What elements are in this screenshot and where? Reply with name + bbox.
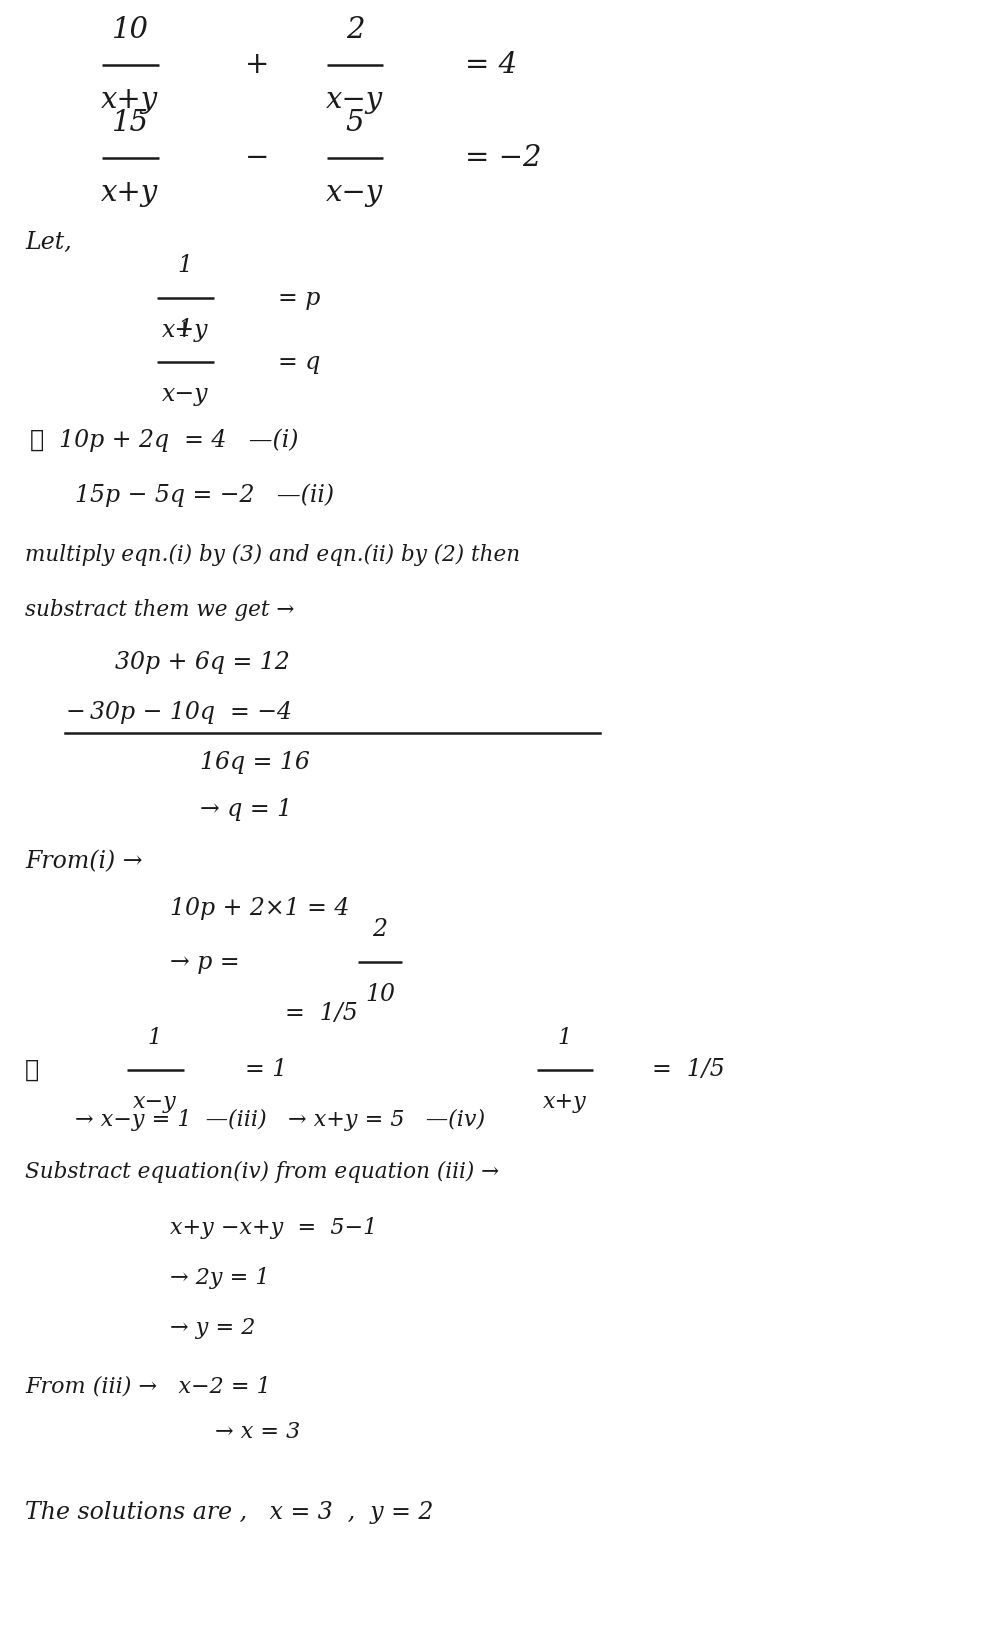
Text: = −2: = −2 (465, 143, 542, 173)
Text: 10p + 2×1 = 4: 10p + 2×1 = 4 (170, 897, 349, 920)
Text: The solutions are ,   x = 3  ,  y = 2: The solutions are , x = 3 , y = 2 (25, 1501, 433, 1524)
Text: x−y: x−y (162, 383, 208, 405)
Text: x+y −x+y  =  5−1: x+y −x+y = 5−1 (170, 1218, 377, 1239)
Text: 1: 1 (178, 317, 192, 340)
Text: 2: 2 (346, 16, 364, 44)
Text: x+y: x+y (101, 86, 159, 114)
Text: = 1: = 1 (245, 1058, 287, 1081)
Text: 15p − 5q = −2   —(ii): 15p − 5q = −2 —(ii) (75, 484, 334, 506)
Text: x−y: x−y (326, 179, 384, 207)
Text: multiply eqn.(i) by (3) and eqn.(ii) by (2) then: multiply eqn.(i) by (3) and eqn.(ii) by … (25, 544, 520, 567)
Text: 16q = 16: 16q = 16 (200, 751, 310, 773)
Text: 10: 10 (112, 16, 148, 44)
Text: =  1/5: = 1/5 (652, 1058, 725, 1081)
Text: =  1/5: = 1/5 (285, 1003, 358, 1026)
Text: x+y: x+y (543, 1091, 587, 1114)
Text: 2: 2 (372, 918, 388, 941)
Text: x−y: x−y (133, 1091, 177, 1114)
Text: 30p − 10q  = −4: 30p − 10q = −4 (90, 702, 292, 724)
Text: → q = 1: → q = 1 (200, 798, 292, 822)
Text: = 4: = 4 (465, 50, 517, 80)
Text: From (iii) →   x−2 = 1: From (iii) → x−2 = 1 (25, 1376, 271, 1397)
Text: 1: 1 (178, 254, 192, 277)
Text: → p =: → p = (170, 951, 240, 974)
Text: 15: 15 (112, 109, 148, 137)
Text: x+y: x+y (162, 319, 208, 342)
Text: −: − (245, 143, 269, 173)
Text: +: + (245, 50, 269, 80)
Text: Let,: Let, (25, 231, 72, 254)
Text: → 2y = 1: → 2y = 1 (170, 1267, 270, 1289)
Text: 30p + 6q = 12: 30p + 6q = 12 (115, 651, 290, 674)
Text: 5: 5 (346, 109, 364, 137)
Text: → x = 3: → x = 3 (215, 1421, 300, 1442)
Text: From(i) →: From(i) → (25, 850, 143, 874)
Text: → y = 2: → y = 2 (170, 1317, 255, 1338)
Text: −: − (65, 702, 85, 724)
Text: 1: 1 (148, 1027, 162, 1048)
Text: ∴  10p + 2q  = 4   —(i): ∴ 10p + 2q = 4 —(i) (30, 428, 298, 451)
Text: 1: 1 (558, 1027, 572, 1048)
Text: = q: = q (278, 350, 320, 373)
Text: x+y: x+y (101, 179, 159, 207)
Text: Substract equation(iv) from equation (iii) →: Substract equation(iv) from equation (ii… (25, 1161, 499, 1184)
Text: → x−y = 1  —(iii)   → x+y = 5   —(iv): → x−y = 1 —(iii) → x+y = 5 —(iv) (75, 1109, 485, 1131)
Text: ∴: ∴ (25, 1058, 39, 1081)
Text: substract them we get →: substract them we get → (25, 599, 294, 620)
Text: 10: 10 (365, 983, 395, 1006)
Text: = p: = p (278, 287, 320, 309)
Text: x−y: x−y (326, 86, 384, 114)
